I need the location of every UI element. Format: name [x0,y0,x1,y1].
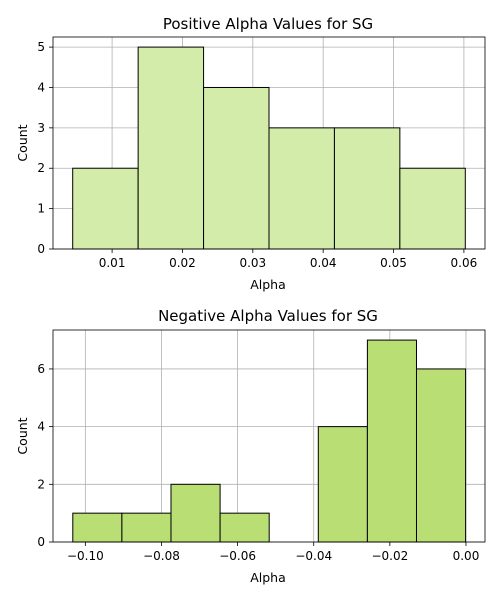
positive-y-tick-label: 4 [37,80,45,94]
positive-histogram-bar [72,167,139,250]
positive-x-tick-label: 0.03 [239,256,266,270]
positive-y-tick-label: 2 [37,161,45,175]
positive-histogram-bar [137,46,205,250]
positive-plot-area: 0.01 0.02 0.03 0.04 0.05 0.06 0 1 2 3 4 5 [37,36,486,270]
positive-histogram-bar [399,167,466,250]
negative-histogram-bar [121,512,172,543]
positive-x-tick-label: 0.06 [451,256,478,270]
negative-alpha-panel: Negative Alpha Values for SG Alpha Count… [15,307,486,585]
positive-y-axis-label: Count [15,124,30,161]
negative-chart-title: Negative Alpha Values for SG [158,307,378,325]
negative-y-tick-label: 2 [37,477,45,491]
positive-alpha-panel: Positive Alpha Values for SG Alpha Count… [15,15,486,292]
negative-axes-frame [52,329,486,543]
negative-x-tick-label: 0.00 [453,549,480,563]
negative-x-tick-label: −0.06 [219,549,256,563]
negative-y-axis-label: Count [15,417,30,454]
positive-histogram-bar [268,127,335,250]
negative-histogram-bar [366,339,417,543]
negative-y-tick-label: 4 [37,420,45,434]
negative-histogram-bar [72,512,123,543]
negative-histogram-bar [415,368,467,543]
positive-y-tick-label: 1 [37,202,45,216]
negative-x-tick-label: −0.04 [295,549,332,563]
negative-x-tick-label: −0.08 [143,549,180,563]
positive-x-tick-label: 0.05 [380,256,407,270]
positive-x-tick-label: 0.02 [169,256,196,270]
positive-y-tick-label: 0 [37,242,45,256]
negative-x-axis-label: Alpha [250,570,286,585]
positive-y-tick-label: 5 [37,40,45,54]
positive-histogram-bar [203,86,270,250]
positive-histogram-bar [333,127,401,250]
positive-axes-frame [52,36,486,250]
negative-x-tick-label: −0.10 [67,549,104,563]
negative-plot-area: −0.10 −0.08 −0.06 −0.04 −0.02 0.00 0 2 4 6 [37,329,486,563]
positive-x-tick-label: 0.01 [99,256,126,270]
negative-histogram-bar [170,483,221,543]
negative-y-tick-label: 0 [37,535,45,549]
negative-histogram-bar [317,426,368,543]
negative-x-tick-label: −0.02 [371,549,408,563]
negative-y-tick-label: 6 [37,362,45,376]
positive-y-tick-label: 3 [37,121,45,135]
negative-histogram-bar [219,512,270,543]
positive-x-axis-label: Alpha [250,277,286,292]
positive-x-tick-label: 0.04 [310,256,337,270]
positive-chart-title: Positive Alpha Values for SG [163,15,373,33]
